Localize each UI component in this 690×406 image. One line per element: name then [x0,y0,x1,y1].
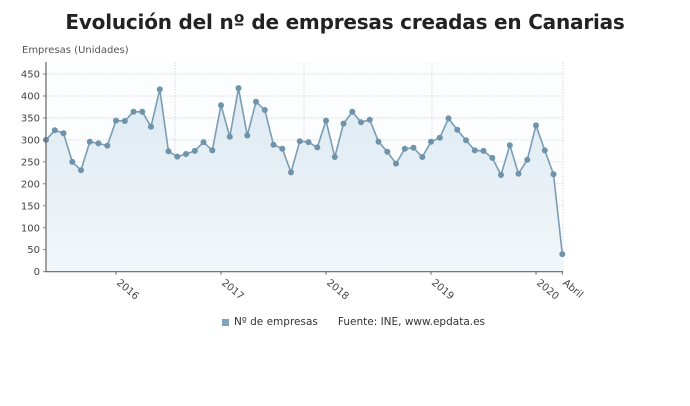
svg-text:100: 100 [21,223,40,234]
y-axis-ticks: 0 50 100 150 200 250 300 350 400 450 [21,70,46,278]
legend: Nº de empresas Fuente: INE, www.epdata.e… [222,316,485,328]
legend-series-label: Nº de empresas [234,316,318,328]
svg-text:250: 250 [21,157,40,168]
svg-text:200: 200 [21,179,40,190]
svg-text:2017: 2017 [219,278,246,303]
legend-swatch-icon [222,318,229,326]
svg-text:150: 150 [21,201,40,212]
axes [45,62,563,273]
x-axis-ticks: 2016 2017 2018 2019 2020 Abril [114,271,585,303]
area-fill [46,88,563,272]
svg-text:400: 400 [21,91,40,102]
svg-text:2019: 2019 [429,278,456,303]
svg-text:2018: 2018 [324,278,351,303]
svg-text:2016: 2016 [114,278,141,303]
chart-title: Evolución del nº de empresas creadas en … [65,10,625,34]
y-axis-title: Empresas (Unidades) [22,45,129,56]
svg-text:300: 300 [21,135,40,146]
svg-text:0: 0 [34,267,40,278]
svg-text:450: 450 [21,70,40,81]
svg-text:Abril: Abril [560,278,585,301]
svg-text:50: 50 [27,245,40,256]
svg-text:350: 350 [21,113,40,124]
svg-text:2020: 2020 [534,278,561,303]
data-markers [43,85,566,258]
source-note: Fuente: INE, www.epdata.es [337,316,486,328]
